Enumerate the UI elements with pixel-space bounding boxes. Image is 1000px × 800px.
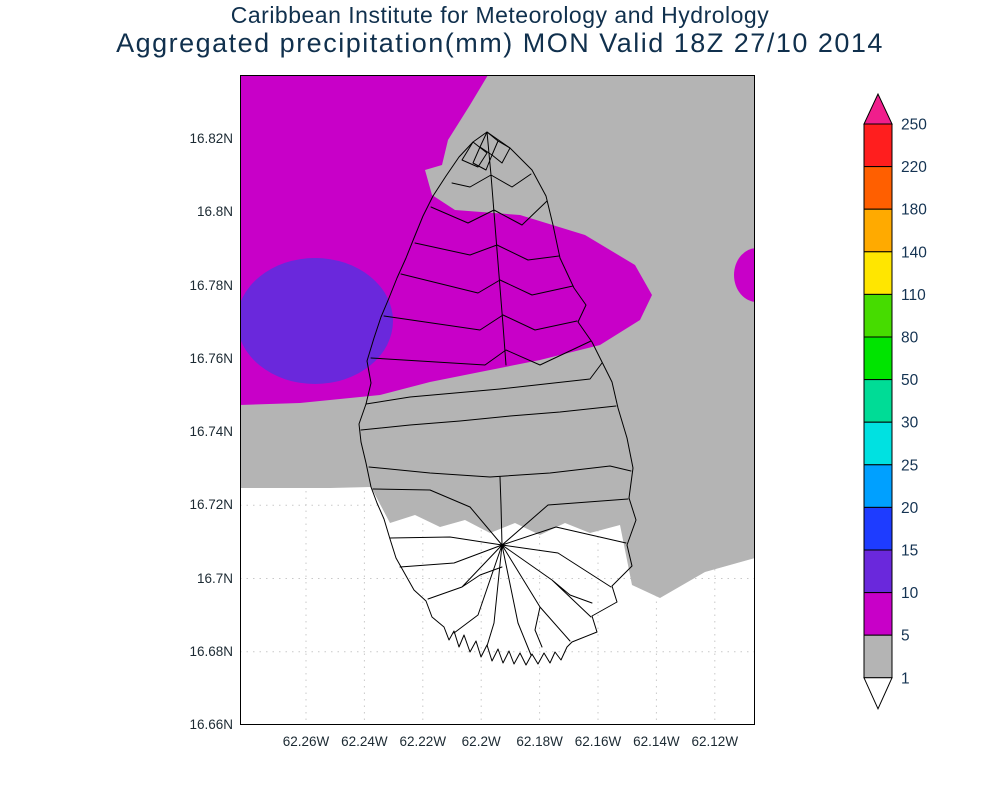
colorbar-tick-label: 15 (901, 543, 918, 560)
watershed-lines-middle (360, 362, 632, 546)
lat-tick-label: 16.66N (189, 717, 233, 732)
island-coastline (358, 131, 637, 666)
lat-tick-label: 16.72N (189, 497, 233, 513)
lat-tick-label: 16.74N (189, 424, 233, 439)
lat-tick-label: 16.82N (189, 131, 233, 146)
colorbar-tick-label: 10 (901, 585, 919, 602)
colorbar-segment (863, 421, 893, 466)
colorbar-segment (863, 506, 893, 551)
precip-5-10-east-region (734, 248, 755, 302)
colorbar-tick-label: 180 (901, 202, 927, 219)
plot-header: Caribbean Institute for Meteorology and … (0, 2, 1000, 59)
colorbar-top-arrow (863, 92, 893, 125)
lon-tick-label: 62.16W (574, 734, 622, 749)
colorbar-segment (863, 634, 893, 679)
watershed-lines-north (370, 131, 592, 366)
precip-10-15-region (240, 258, 393, 384)
colorbar-tick-label: 80 (901, 330, 919, 347)
colorbar-tick-label: 140 (901, 244, 927, 261)
colorbar-segment (863, 592, 893, 636)
map-frame (240, 75, 755, 725)
lon-tick-label: 62.14W (633, 734, 680, 749)
lon-tick-label: 62.2W (461, 734, 501, 749)
lat-tick-label: 16.7N (196, 570, 233, 586)
island-watershed-outline (358, 131, 637, 666)
colorbar-tick-label: 250 (901, 117, 927, 134)
colorbar-segment (863, 336, 893, 381)
colorbar-segment (863, 251, 893, 295)
colorbar-tick-label: 1 (901, 670, 910, 687)
institute-title: Caribbean Institute for Meteorology and … (230, 2, 770, 28)
lon-tick-label: 62.22W (399, 734, 447, 749)
lon-tick-label: 62.26W (282, 734, 330, 749)
colorbar-segment (863, 549, 893, 594)
colorbar-tick-label: 50 (901, 372, 919, 389)
colorbar-segment (863, 379, 893, 423)
plot-title: Aggregated precipitation(mm) MON Valid 1… (116, 28, 884, 59)
lat-tick-label: 16.68N (189, 643, 233, 659)
lon-tick-label: 62.24W (341, 734, 388, 749)
colorbar-segment (863, 464, 893, 508)
colorbar-legend: 250 220 180 140 110 80 50 30 25 20 15 10 5 1 (863, 92, 927, 711)
precipitation-map (240, 75, 755, 725)
colorbar-segment (863, 123, 893, 168)
map-plot: 16.82N 16.8N 16.78N 16.76N 16.74N 16.72N 16.7N… (189, 75, 755, 749)
colorbar-segment (863, 166, 893, 210)
colorbar-tick-label: 30 (901, 415, 919, 432)
lon-tick-label: 62.18W (516, 734, 563, 749)
lon-tick-label: 62.12W (691, 734, 739, 749)
colorbar-tick-label: 5 (901, 628, 910, 645)
colorbar-segment (863, 208, 893, 253)
lat-tick-label: 16.78N (189, 277, 233, 293)
colorbar-bottom-arrow (863, 677, 893, 711)
colorbar-tick-label: 20 (901, 500, 919, 517)
colorbar-tick-label: 220 (901, 159, 927, 176)
colorbar-tick-label: 110 (901, 287, 926, 304)
watershed-lines-south (372, 488, 629, 656)
lat-tick-label: 16.76N (189, 350, 233, 366)
colorbar-segment (863, 293, 893, 338)
colorbar-tick-label: 25 (901, 457, 918, 474)
lat-tick-label: 16.8N (196, 204, 233, 220)
